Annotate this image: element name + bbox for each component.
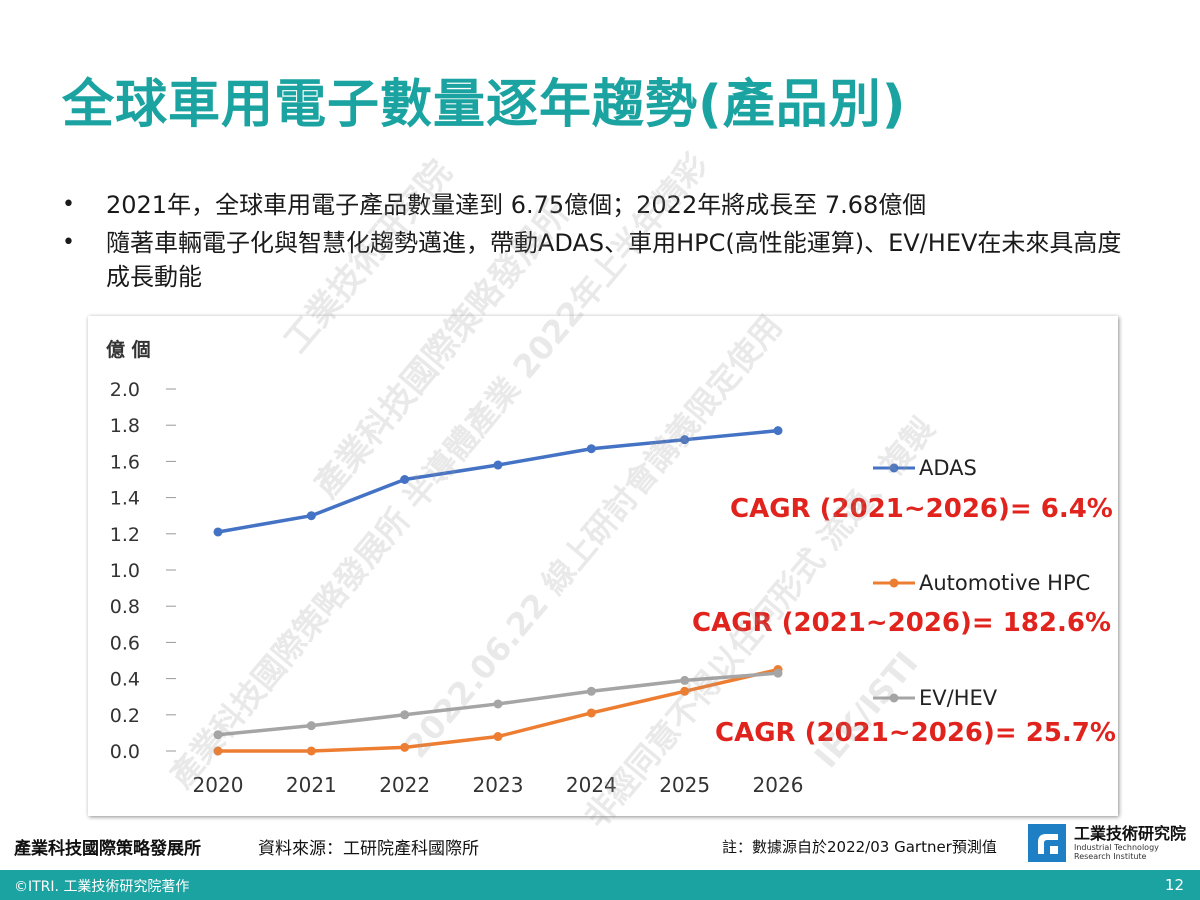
logo-name-cn: 工業技術研究院: [1074, 824, 1187, 843]
y-tick-label: 0.4: [110, 669, 140, 691]
data-point: [306, 746, 316, 756]
data-point: [493, 460, 503, 470]
bullet-item: • 2021年，全球車用電子產品數量達到 6.75億個；2022年將成長至 7.…: [62, 188, 1142, 222]
data-point: [306, 511, 316, 521]
data-point: [306, 721, 316, 731]
x-tick-label: 2020: [193, 773, 244, 797]
legend-label-hpc: Automotive HPC: [919, 571, 1091, 595]
y-tick-label: 1.8: [110, 415, 140, 437]
legend-marker-hpc: [873, 578, 915, 588]
copyright: ©ITRI. 工業技術研究院著作: [14, 879, 190, 895]
cagr-evhev: CAGR (2021~2026)= 25.7%: [715, 718, 1116, 748]
data-point: [493, 699, 503, 709]
y-tick-label: 0.6: [110, 632, 140, 654]
footer-note: 註：數據源自於2022/03 Gartner預測值: [722, 838, 997, 856]
legend-marker-evhev: [873, 693, 915, 703]
data-point: [400, 710, 410, 720]
x-tick-label: 2021: [286, 773, 337, 797]
data-point: [586, 444, 596, 454]
logo-name-en-2: Research Institute: [1074, 852, 1147, 861]
data-point: [586, 708, 596, 718]
bottom-bar: ©ITRI. 工業技術研究院著作 12: [0, 870, 1200, 900]
x-tick-label: 2025: [659, 773, 710, 797]
footer-org: 產業科技國際策略發展所: [14, 839, 201, 859]
y-tick-label: 0.2: [110, 705, 140, 727]
cagr-adas: CAGR (2021~2026)= 6.4%: [730, 494, 1113, 524]
bullet-item: • 隨著車輛電子化與智慧化趨勢邁進，帶動ADAS、車用HPC(高性能運算)、EV…: [62, 226, 1142, 294]
y-tick-label: 0.0: [110, 741, 140, 763]
data-point: [680, 686, 690, 696]
footer-source: 資料來源：工研院產科國際所: [258, 839, 479, 859]
bullet-text: 隨著車輛電子化與智慧化趨勢邁進，帶動ADAS、車用HPC(高性能運算)、EV/H…: [106, 229, 1122, 291]
bullet-symbol: •: [62, 230, 75, 255]
x-tick-label: 2024: [566, 773, 617, 797]
data-point: [773, 668, 783, 678]
y-tick-label: 1.6: [110, 451, 140, 473]
slide-title: 全球車用電子數量逐年趨勢(產品別): [62, 75, 907, 135]
data-point: [400, 742, 410, 752]
y-tick-label: 1.0: [110, 560, 140, 582]
data-point: [586, 686, 596, 696]
bullet-symbol: •: [62, 192, 75, 217]
legend-marker-adas: [873, 463, 915, 473]
data-point: [680, 675, 690, 685]
chart-panel: 億 個 0.0 0.2 0.4 0.6 0.8 1.0 1.2 1.4 1.6 1.8 2.0 2020…: [88, 316, 1118, 816]
x-tick-label: 2023: [473, 773, 524, 797]
line-chart: 億 個 0.0 0.2 0.4 0.6 0.8 1.0 1.2 1.4 1.6 1.8 2.0 2020…: [106, 338, 804, 797]
y-tick-label: 0.8: [110, 596, 140, 618]
bullet-list: • 2021年，全球車用電子產品數量達到 6.75億個；2022年將成長至 7.…: [62, 188, 1142, 298]
series-line-adas: [217, 428, 779, 534]
legend-hpc: Automotive HPC: [873, 571, 1090, 595]
legend-label-evhev: EV/HEV: [919, 686, 998, 710]
data-point: [773, 426, 783, 436]
data-point: [213, 527, 223, 537]
y-tick-label: 1.4: [110, 488, 140, 510]
data-point: [680, 435, 690, 445]
data-point: [213, 730, 223, 740]
y-tick-label: 2.0: [110, 379, 140, 401]
itri-logo-icon: [1028, 824, 1066, 862]
y-axis-label: 億 個: [106, 338, 151, 361]
data-point: [213, 746, 223, 756]
bullet-text: 2021年，全球車用電子產品數量達到 6.75億個；2022年將成長至 7.68…: [106, 191, 927, 219]
legend-evhev: EV/HEV: [873, 686, 997, 710]
x-tick-label: 2022: [379, 773, 430, 797]
y-tick-label: 1.2: [110, 524, 140, 546]
itri-logo: 工業技術研究院 Industrial Technology Research I…: [1028, 824, 1186, 862]
logo-name-en-1: Industrial Technology: [1074, 843, 1159, 852]
data-point: [493, 732, 503, 742]
cagr-hpc: CAGR (2021~2026)= 182.6%: [692, 608, 1112, 638]
data-point: [400, 475, 410, 484]
x-tick-label: 2026: [753, 773, 804, 797]
legend-adas: ADAS: [873, 456, 977, 480]
legend-label-adas: ADAS: [919, 456, 977, 480]
page-number: 12: [1164, 876, 1184, 894]
